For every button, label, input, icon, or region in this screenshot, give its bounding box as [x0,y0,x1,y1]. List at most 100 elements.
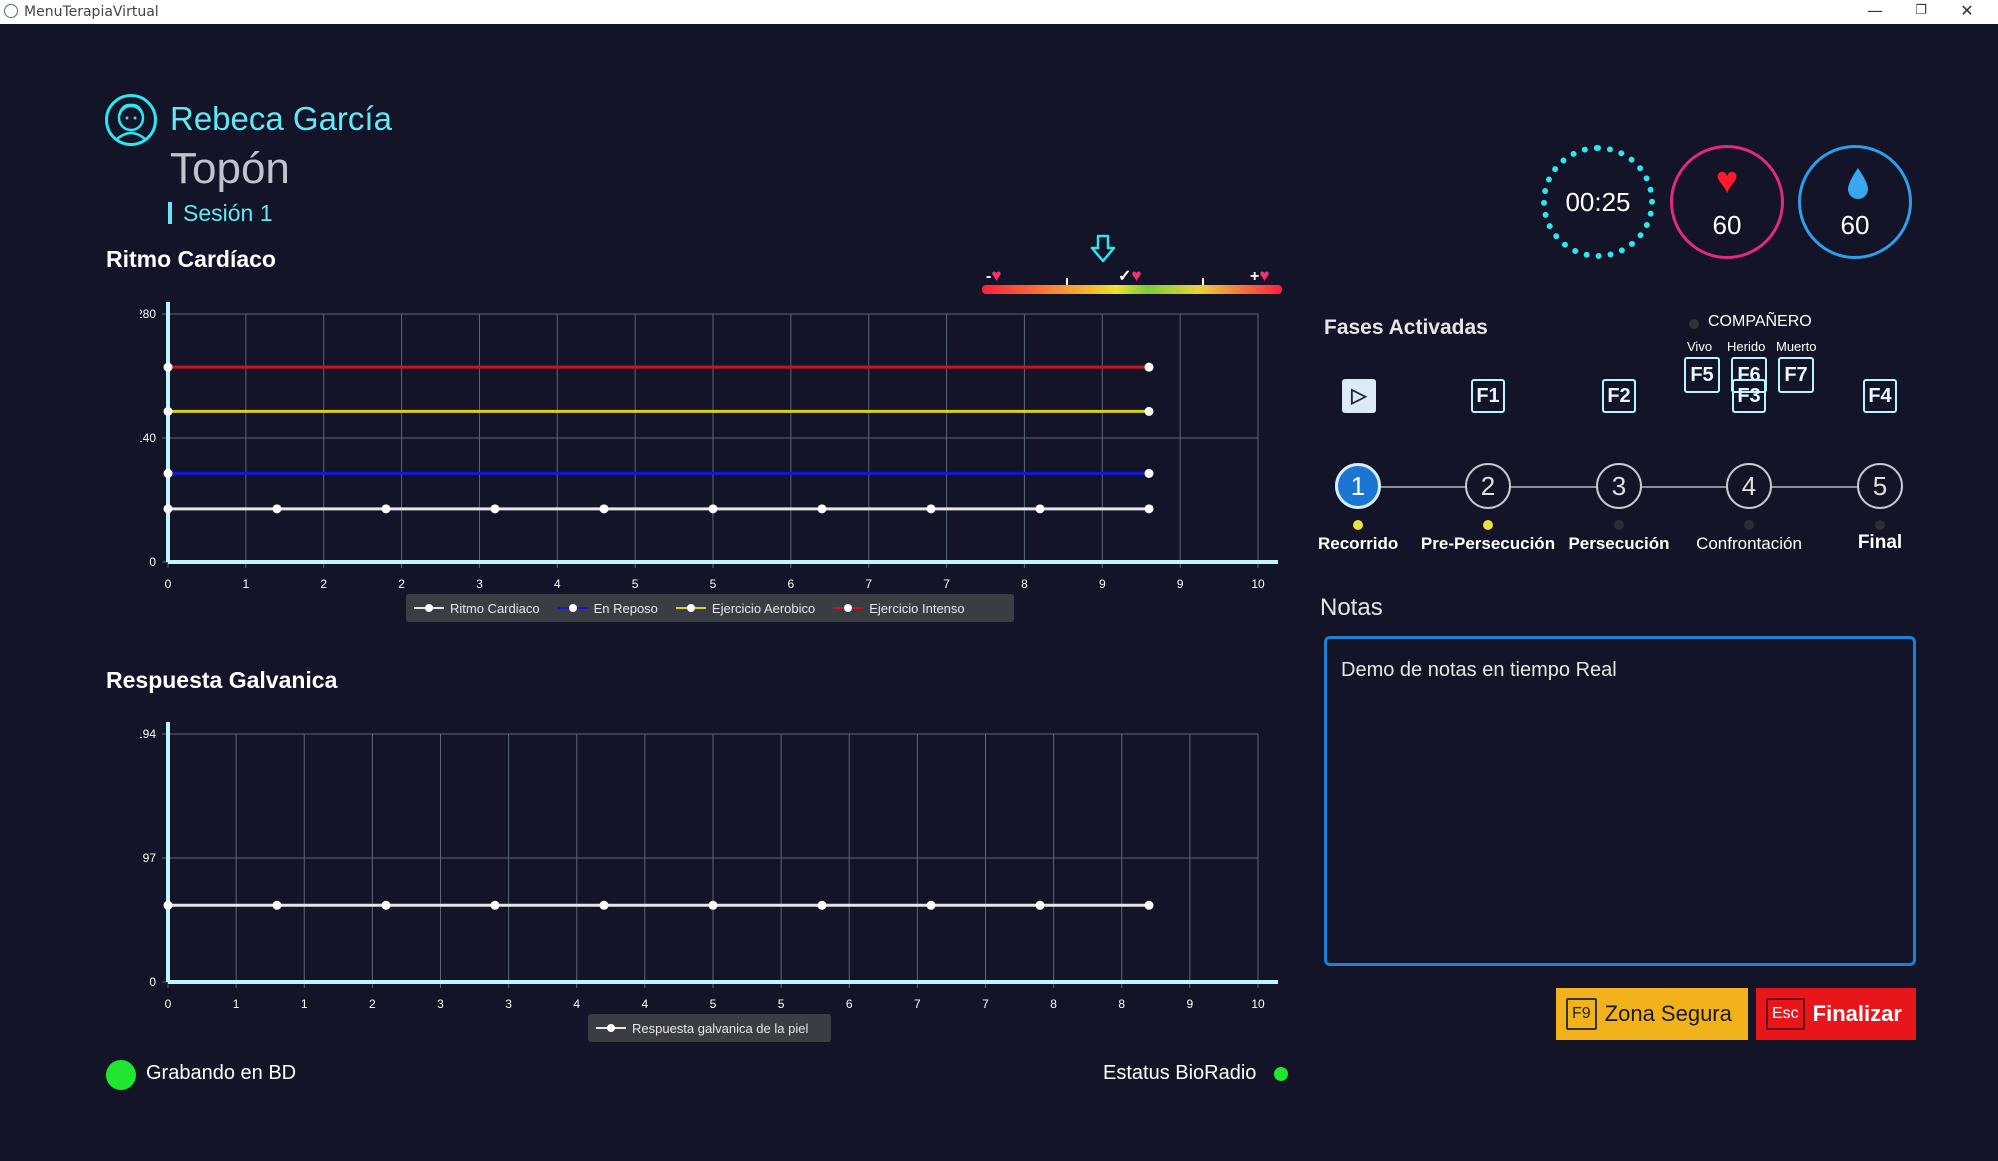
companion-dead-button[interactable]: F7 [1778,357,1814,393]
companion-alive-button[interactable]: F5 [1684,357,1720,393]
finish-button[interactable]: Esc Finalizar [1756,988,1916,1040]
data-point [708,900,718,910]
legend-item: En Reposo [557,601,658,616]
data-point [926,900,936,910]
phase-dot-1 [1353,520,1363,530]
phase-step-1[interactable]: 1 [1335,463,1381,509]
notes-textarea[interactable]: Demo de notas en tiempo Real [1324,636,1916,966]
x-tick-label: 2 [398,577,405,591]
phase-label-4: Confrontación [1696,534,1802,553]
phase-label-1: Recorrido [1318,534,1399,553]
phase-step-4[interactable]: 4 [1726,463,1772,509]
recording-status: Grabando en BD [146,1062,297,1084]
heart-icon: ♥ [1131,266,1142,285]
legend-swatch [596,1024,626,1032]
companion-label-wounded: Herido [1727,339,1766,354]
window-title: MenuTerapiaVirtual [24,4,159,20]
legend-item: Ejercicio Intenso [833,601,965,616]
y-tick-label: 280 [140,307,156,321]
heart-zone-scale: -♥ ✓♥ +♥ [982,234,1284,294]
x-tick-label: 6 [846,997,853,1011]
y-tick-label: 97 [143,851,157,865]
scale-gradient-bar [982,285,1282,294]
data-point [1035,504,1045,514]
data-point [1144,468,1154,478]
heart-rate-chart: 0 1 2 2 3 4 5 5 6 7 7 8 9 9 10 0 140 280 [140,302,1278,591]
phase-f1-button[interactable]: F1 [1471,379,1505,413]
safe-zone-label: Zona Segura [1604,1001,1732,1026]
bioradio-status: Estatus BioRadio [1103,1062,1257,1084]
start-phase-button[interactable]: ▷ [1342,379,1376,413]
app-main: Rebeca García Topón Sesión 1 Ritmo Cardí… [0,24,1998,1161]
phase-dot-4 [1744,520,1754,530]
data-point [1144,362,1154,372]
heart-rate-gauge: ♥ 60 [1670,145,1784,259]
phases-title: Fases Activadas [1324,316,1488,339]
x-tick-label: 3 [476,577,483,591]
safe-zone-button[interactable]: F9 Zona Segura [1556,988,1748,1040]
phase-step-5[interactable]: 5 [1857,463,1903,509]
legend-swatch [557,604,588,612]
data-point [163,504,173,514]
phase-step-3[interactable]: 3 [1596,463,1642,509]
gsr-chart: 0 1 1 2 3 3 4 4 5 5 6 7 7 8 8 9 10 0 97 194 [140,722,1278,1011]
x-tick-label: 8 [1118,997,1125,1011]
x-tick-label: 1 [243,577,250,591]
x-tick-label: 6 [788,577,795,591]
data-point [272,900,282,910]
phase-dot-5 [1875,520,1885,530]
scale-tick [1202,278,1204,287]
y-tick-label: 140 [140,431,156,445]
phase-f2-button[interactable]: F2 [1602,379,1636,413]
data-point [163,362,173,372]
legend-label: Respuesta galvanica de la piel [632,1020,809,1036]
y-tick-label: 0 [149,555,156,569]
legend-label: Ritmo Cardiaco [450,600,540,616]
legend-swatch [675,604,706,612]
data-point [599,900,609,910]
phase-f4-button[interactable]: F4 [1863,379,1897,413]
x-tick-label: 9 [1099,577,1106,591]
companion-label-alive: Vivo [1687,339,1713,354]
data-point [599,504,609,514]
legend-item: Respuesta galvanica de la piel [596,1021,808,1036]
x-tick-label: 7 [914,997,921,1011]
data-point [1035,900,1045,910]
session-label: Sesión 1 [168,202,273,225]
minimize-button[interactable]: — [1867,1,1883,20]
data-point [272,504,282,514]
timer-value: 00:25 [1565,187,1631,217]
heart-icon: ♥ [991,266,1002,285]
x-tick-label: 8 [1021,577,1028,591]
safe-zone-key: F9 [1566,998,1597,1030]
restore-button[interactable]: ❐ [1915,3,1927,18]
patient-name: Rebeca García [170,100,392,137]
heart-chart-legend: Ritmo Cardiaco En Reposo Ejercicio Aerobic… [406,594,1014,622]
close-button[interactable]: ✕ [1960,1,1974,20]
legend-item: Ejercicio Aerobico [675,601,815,616]
phase-dot-3 [1614,520,1624,530]
app-icon [4,4,18,18]
data-point [163,900,173,910]
x-tick-label: 2 [369,997,376,1011]
water-drop-icon [1848,168,1868,199]
companion-title: COMPAÑERO [1708,313,1812,330]
legend-swatch [414,604,444,612]
x-tick-label: 9 [1177,577,1184,591]
avatar-icon [105,94,157,146]
data-point [1144,504,1154,514]
data-point [490,504,500,514]
x-tick-label: 0 [165,577,172,591]
data-point [163,468,173,478]
x-tick-label: 5 [778,997,785,1011]
x-tick-label: 9 [1187,997,1194,1011]
phase-f3-button[interactable]: F3 [1732,379,1766,413]
companion-label-dead: Muerto [1776,339,1817,354]
data-point [490,900,500,910]
phase-step-2[interactable]: 2 [1465,463,1511,509]
heart-rate-value: 60 [1712,210,1742,240]
phase-dot-2 [1483,520,1493,530]
timer-gauge: 00:25 [1541,145,1655,259]
phase-label-5: Final [1857,532,1903,553]
phase-label-2: Pre-Persecución [1420,534,1556,553]
